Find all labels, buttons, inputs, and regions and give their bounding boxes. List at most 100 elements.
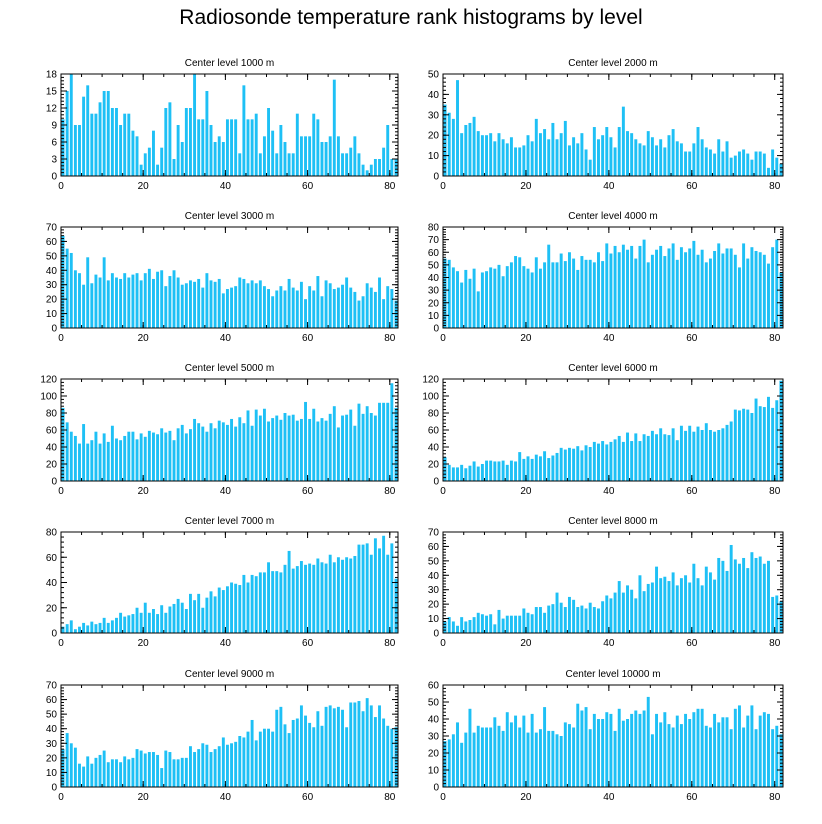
panel-5-bar bbox=[106, 441, 110, 481]
panel-2-bar bbox=[443, 104, 447, 176]
panel-2-frame bbox=[442, 73, 784, 177]
panel-4-bar bbox=[626, 249, 629, 328]
panel-7-bar bbox=[176, 598, 180, 633]
panel-5-bar bbox=[283, 413, 287, 481]
panel-5-title: Center level 5000 m bbox=[185, 363, 275, 374]
panel-8-bar bbox=[588, 602, 592, 633]
panel-1-xtick-label: 60 bbox=[302, 181, 314, 192]
panel-3-bar bbox=[328, 283, 332, 328]
panel-7-bar bbox=[123, 616, 127, 633]
panel-4-bar bbox=[584, 259, 588, 328]
panel-7-bar bbox=[131, 614, 135, 633]
panel-8-xtick-label: 40 bbox=[603, 638, 615, 649]
panel-4-bar bbox=[555, 262, 559, 328]
panel-1-bar bbox=[365, 170, 369, 176]
panel-2-bar bbox=[547, 139, 551, 176]
panel-9-bar bbox=[324, 706, 328, 787]
panel-5-bar bbox=[213, 428, 217, 481]
panel-3-bar bbox=[106, 280, 110, 328]
panel-3-bar bbox=[320, 296, 324, 328]
panel-8-bar bbox=[547, 605, 551, 633]
panel-4-bar bbox=[692, 240, 696, 328]
panel-8-frame bbox=[442, 531, 784, 634]
panel-3-bar bbox=[349, 287, 353, 328]
panel-10-bar bbox=[621, 720, 625, 787]
panel-5-bar bbox=[242, 423, 246, 481]
panel-9-bar bbox=[193, 752, 197, 787]
panel-2-bar bbox=[650, 137, 654, 176]
panel-4-ytick-label: 0 bbox=[433, 324, 439, 335]
panel-4-bar bbox=[522, 266, 526, 328]
panel-8-bar bbox=[754, 557, 758, 633]
panel-10-bar bbox=[704, 725, 708, 787]
panel-2-bar bbox=[518, 147, 522, 176]
panel-2-bar bbox=[489, 133, 493, 176]
panel-6-bar bbox=[501, 460, 505, 481]
panel-6-bar bbox=[630, 441, 634, 481]
panel-3-bar bbox=[78, 273, 81, 328]
panel-8-bar bbox=[576, 607, 580, 633]
panel-6-bar bbox=[605, 444, 609, 481]
panel-9-ytick-label: 0 bbox=[51, 783, 57, 794]
panel-8-bar bbox=[526, 612, 530, 633]
panel-6-bar bbox=[750, 413, 754, 481]
panel-2-ytick-label: 30 bbox=[428, 110, 440, 121]
panel-3-bar bbox=[336, 287, 340, 328]
panel-3-bar bbox=[369, 287, 373, 328]
panel-4-xtick-label: 0 bbox=[440, 333, 446, 344]
panel-9-bar bbox=[238, 736, 242, 787]
panel-9-bar bbox=[262, 728, 266, 787]
panel-9-bar bbox=[258, 731, 262, 787]
panel-8-bar bbox=[630, 589, 634, 633]
panel-4-bar bbox=[742, 243, 746, 328]
panel-4-bar bbox=[679, 247, 683, 328]
panel-4-bar bbox=[634, 258, 638, 328]
panel-8-bar bbox=[514, 615, 518, 633]
panel-1-bar bbox=[291, 153, 295, 176]
panel-4-bar bbox=[567, 252, 571, 328]
panel-7-bar bbox=[295, 566, 299, 633]
panel-6-bar bbox=[601, 441, 605, 481]
panel-8-bar bbox=[597, 608, 600, 633]
panel-9-bar bbox=[209, 752, 213, 787]
panel-6-bar bbox=[733, 409, 737, 481]
panel-7-ytick-label: 40 bbox=[46, 578, 58, 589]
panel-3-bar bbox=[312, 290, 316, 328]
panel-3-bar bbox=[324, 280, 328, 328]
panel-10-bar bbox=[485, 727, 489, 787]
panel-9-bar bbox=[65, 733, 69, 787]
panel-8-ytick-label: 60 bbox=[428, 542, 440, 553]
panel-6-bar bbox=[485, 460, 489, 481]
panel-9-bar bbox=[119, 762, 123, 787]
panel-1-bar bbox=[69, 74, 73, 176]
panel-8-bar bbox=[605, 595, 609, 633]
panel-5-bar bbox=[357, 403, 361, 481]
panel-8-bar bbox=[771, 596, 775, 633]
panel-2-bar bbox=[688, 151, 692, 176]
panel-6-bar bbox=[650, 430, 654, 481]
panel-7-bar bbox=[69, 620, 73, 633]
panel-5-bar bbox=[320, 418, 324, 481]
panel-8-bar bbox=[746, 568, 750, 633]
panel-5-bar bbox=[246, 410, 250, 481]
panel-10-bar bbox=[451, 734, 455, 787]
panel-8-bar bbox=[584, 608, 588, 633]
panel-10-bar bbox=[547, 730, 551, 787]
panel-5-bar bbox=[184, 433, 188, 481]
panel-1-bar bbox=[320, 142, 324, 176]
panel-6-bar bbox=[580, 450, 584, 481]
panel-7-bar bbox=[156, 614, 160, 633]
panel-7-bar bbox=[250, 574, 254, 633]
panel-1-bar bbox=[147, 147, 151, 176]
panel-3-bar bbox=[250, 280, 254, 328]
panel-8-xtick-label: 60 bbox=[686, 638, 698, 649]
panel-5-bar bbox=[102, 433, 106, 481]
panel-2-bar bbox=[538, 133, 542, 176]
panel-9-bar bbox=[254, 740, 258, 787]
panel-7-bar bbox=[357, 544, 361, 633]
panel-4-bar bbox=[621, 244, 625, 328]
panel-9-bar bbox=[328, 705, 332, 787]
panel-1-bar bbox=[189, 108, 192, 176]
panel-2-bar bbox=[638, 143, 642, 176]
panel-4-bar bbox=[456, 271, 459, 328]
